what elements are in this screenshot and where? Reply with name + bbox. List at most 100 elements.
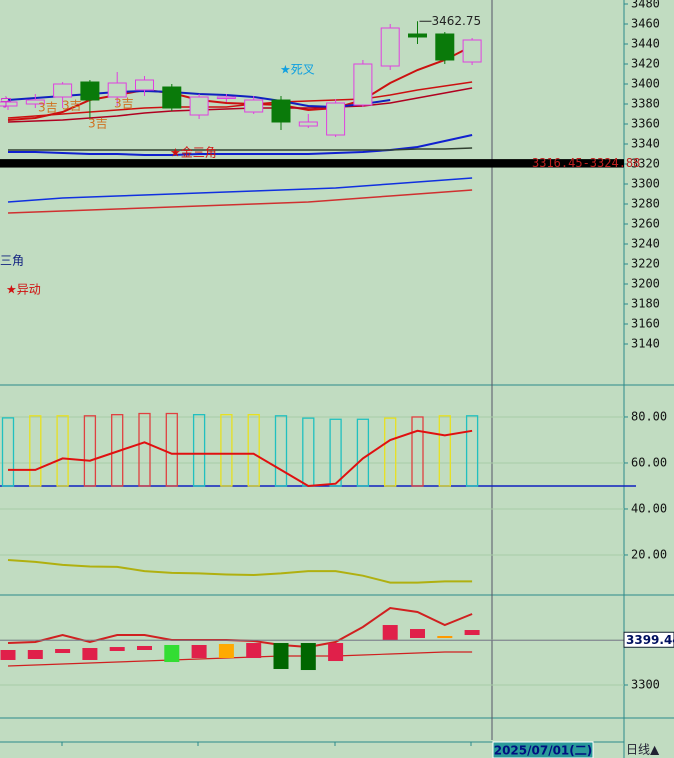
- y-tick-label: 3280: [631, 197, 660, 211]
- candle-body: [353, 63, 373, 106]
- bar: [411, 416, 424, 487]
- block: [246, 643, 262, 659]
- bar: [438, 415, 451, 487]
- y-tick-label: 3300: [631, 177, 660, 191]
- candle-body: [271, 99, 291, 123]
- bar: [138, 412, 151, 487]
- bar: [192, 414, 206, 487]
- bar: [220, 414, 233, 487]
- candle-body: [0, 101, 18, 107]
- line: [7, 87, 473, 123]
- y-tick-label: 60.00: [631, 455, 667, 469]
- cursor-box: [623, 631, 674, 648]
- annotation: 三角: [0, 254, 24, 268]
- candle-body: [326, 102, 346, 136]
- bar: [274, 415, 288, 487]
- candle-body: [25, 99, 45, 105]
- block: [82, 648, 98, 660]
- line: [7, 651, 473, 667]
- period[interactable]: 日线▲: [626, 743, 660, 757]
- candle-body: [135, 79, 154, 91]
- block: [27, 649, 43, 659]
- line: [7, 177, 473, 203]
- annotation: 3吉: [62, 99, 82, 113]
- candle-body: [53, 83, 73, 98]
- bar: [1, 417, 15, 487]
- candle-body: [298, 121, 318, 127]
- bar: [56, 415, 69, 487]
- annotation: 3吉: [38, 101, 58, 115]
- bar: [29, 415, 42, 487]
- y-tick-label: 3160: [631, 317, 660, 331]
- high-label: 3462.75: [432, 14, 482, 28]
- y-tick-label: 3340: [631, 137, 660, 151]
- bar: [302, 417, 315, 487]
- block: [55, 649, 71, 654]
- annotation: ★金三角: [170, 145, 217, 160]
- candle-body: [189, 96, 209, 116]
- annotation: 3吉: [114, 97, 134, 111]
- y-tick-label: 3260: [631, 217, 660, 231]
- bar: [165, 412, 178, 487]
- y-tick-label: 3320: [631, 157, 660, 171]
- y-tick-label: 3380: [631, 97, 660, 111]
- y-tick-label: 3180: [631, 297, 660, 311]
- block: [0, 649, 16, 660]
- line: [7, 45, 473, 121]
- y-tick-label: 3360: [631, 117, 660, 131]
- block: [191, 645, 207, 659]
- bar: [329, 418, 342, 487]
- block: [464, 630, 480, 636]
- band-box: [530, 159, 624, 168]
- line: [7, 559, 473, 584]
- candle-body: [216, 96, 236, 99]
- block: [273, 643, 289, 669]
- line: [7, 606, 473, 649]
- y-tick-label: 3400: [631, 77, 660, 91]
- y-tick-label: 3140: [631, 337, 660, 351]
- y-tick-label: 3440: [631, 37, 660, 51]
- block: [328, 643, 344, 662]
- cursor-date: 2025/07/01(二): [494, 744, 593, 758]
- candle-body: [462, 39, 482, 63]
- candle-body: [80, 81, 100, 101]
- block: [137, 645, 152, 650]
- y-tick-label: 20.00: [631, 547, 667, 561]
- bar: [247, 414, 260, 487]
- y-tick-label: 80.00: [631, 409, 667, 423]
- line: [8, 429, 473, 488]
- y-tick-label: 3220: [631, 257, 660, 271]
- bar: [384, 417, 397, 487]
- block: [382, 625, 398, 641]
- y-tick-label: 3200: [631, 277, 660, 291]
- bar: [83, 415, 97, 487]
- annotation: ★异动: [6, 283, 41, 297]
- block: [109, 647, 125, 651]
- annotation: ★死叉: [280, 63, 315, 77]
- candle-body: [162, 86, 182, 109]
- line: [7, 81, 473, 119]
- y-tick-label: 40.00: [631, 501, 667, 515]
- band-label: 3316.45-3324.88: [532, 156, 640, 170]
- line: [8, 134, 473, 156]
- block: [300, 643, 316, 671]
- annotation: 宁: [0, 95, 12, 110]
- cursor-label: 3399.44: [626, 633, 674, 647]
- range-band: [0, 159, 530, 168]
- candle-body: [435, 33, 455, 61]
- y-tick-label: 3420: [631, 57, 660, 71]
- line: [7, 189, 473, 214]
- block: [218, 644, 234, 659]
- y-tick-label: 3240: [631, 237, 660, 251]
- candle-body: [244, 99, 264, 113]
- block: [437, 636, 453, 639]
- candle-body: [408, 33, 427, 38]
- line: [8, 147, 473, 151]
- block: [410, 629, 425, 639]
- date-box: [492, 741, 594, 758]
- y-tick-label: 3300: [631, 678, 660, 692]
- bar: [465, 415, 479, 487]
- bar: [356, 418, 370, 487]
- annotation: 3吉: [88, 117, 108, 131]
